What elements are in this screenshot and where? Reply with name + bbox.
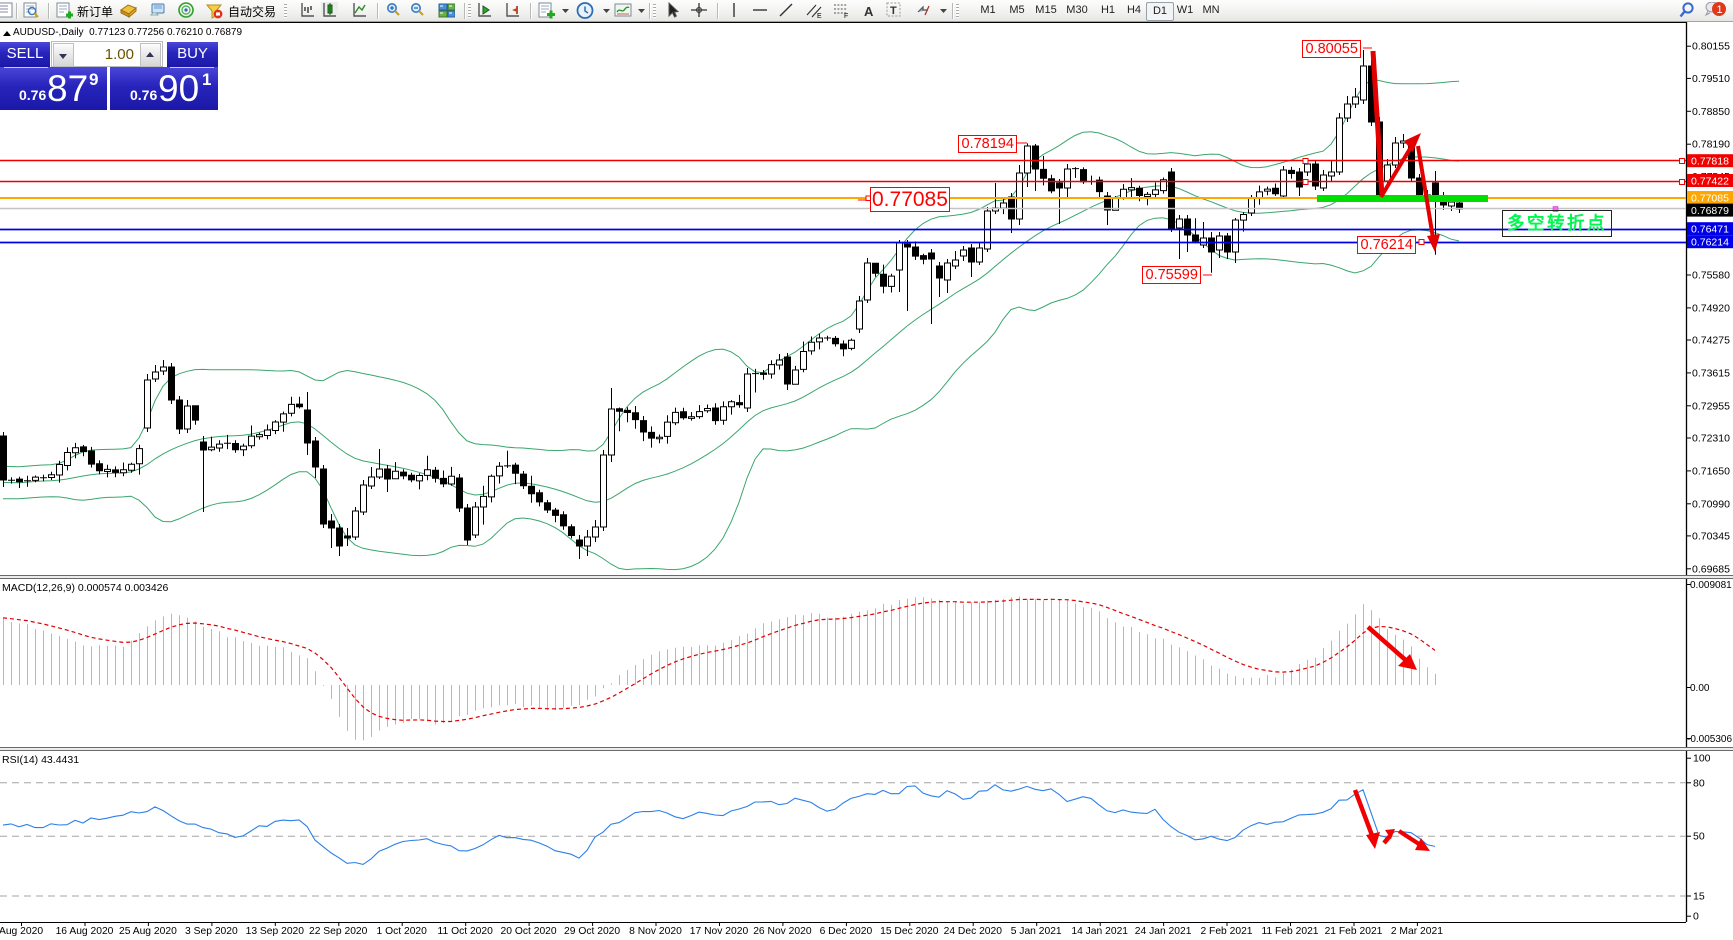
svg-text:0.72955: 0.72955 [1692,400,1730,412]
svg-text:1: 1 [1717,4,1723,16]
svg-text:50: 50 [1693,831,1705,843]
svg-text:14 Jan 2021: 14 Jan 2021 [1071,926,1128,937]
svg-text:0.74275: 0.74275 [1692,335,1730,347]
svg-text:0.75580: 0.75580 [1692,270,1730,282]
svg-text:0: 0 [1693,911,1699,923]
svg-text:0.76879: 0.76879 [1691,205,1729,217]
svg-text:0.74920: 0.74920 [1692,302,1730,314]
svg-text:Aug 2020: Aug 2020 [0,926,43,937]
svg-text:0.78850: 0.78850 [1692,106,1730,118]
svg-text:E: E [817,13,822,19]
svg-text:24 Jan 2021: 24 Jan 2021 [1135,926,1192,937]
svg-text:T: T [890,5,897,17]
svg-text:0.70345: 0.70345 [1692,530,1730,542]
svg-text:0.80155: 0.80155 [1692,41,1730,53]
svg-text:2 Feb 2021: 2 Feb 2021 [1200,926,1252,937]
svg-text:25 Aug 2020: 25 Aug 2020 [119,926,177,937]
svg-text:100: 100 [1693,753,1711,765]
svg-text:0.78190: 0.78190 [1692,139,1730,151]
svg-text:15: 15 [1693,891,1705,903]
svg-text:80: 80 [1693,777,1705,789]
svg-text:15 Dec 2020: 15 Dec 2020 [880,926,939,937]
svg-text:0.73615: 0.73615 [1692,367,1730,379]
svg-text:26 Nov 2020: 26 Nov 2020 [753,926,812,937]
svg-text:0.77422: 0.77422 [1691,176,1729,188]
svg-text:0.72310: 0.72310 [1692,433,1730,445]
svg-text:0.76471: 0.76471 [1691,224,1729,236]
svg-text:-0.005306: -0.005306 [1687,734,1732,745]
svg-text:0.77818: 0.77818 [1691,156,1729,168]
svg-text:11 Feb 2021: 11 Feb 2021 [1261,926,1318,937]
svg-text:MACD(12,26,9) 0.000574 0.00342: MACD(12,26,9) 0.000574 0.003426 [2,582,169,594]
svg-text:13 Sep 2020: 13 Sep 2020 [246,926,305,937]
svg-text:0.69685: 0.69685 [1692,563,1730,575]
svg-text:0.76214: 0.76214 [1691,237,1729,249]
svg-text:29 Oct 2020: 29 Oct 2020 [564,926,620,937]
svg-text:2 Mar 2021: 2 Mar 2021 [1391,926,1443,937]
svg-text:6 Dec 2020: 6 Dec 2020 [820,926,873,937]
svg-text:0.79510: 0.79510 [1692,73,1730,85]
svg-text:22 Sep 2020: 22 Sep 2020 [309,926,368,937]
svg-text:3 Sep 2020: 3 Sep 2020 [185,926,238,937]
svg-text:0.00: 0.00 [1690,683,1710,694]
svg-text:16 Aug 2020: 16 Aug 2020 [56,926,114,937]
svg-text:0.70990: 0.70990 [1692,498,1730,510]
svg-text:0.009081: 0.009081 [1690,580,1732,591]
svg-text:17 Nov 2020: 17 Nov 2020 [690,926,749,937]
svg-text:20 Oct 2020: 20 Oct 2020 [501,926,557,937]
svg-text:5 Jan 2021: 5 Jan 2021 [1011,926,1062,937]
svg-text:0.77085: 0.77085 [1691,193,1729,205]
svg-text:8 Nov 2020: 8 Nov 2020 [629,926,682,937]
svg-text:F: F [844,13,848,19]
svg-text:21 Feb 2021: 21 Feb 2021 [1325,926,1383,937]
svg-text:11 Oct 2020: 11 Oct 2020 [438,926,494,937]
svg-text:24 Dec 2020: 24 Dec 2020 [944,926,1003,937]
svg-text:1 Oct 2020: 1 Oct 2020 [377,926,428,937]
svg-text:0.71650: 0.71650 [1692,465,1730,477]
svg-text:RSI(14) 43.4431: RSI(14) 43.4431 [2,754,79,766]
